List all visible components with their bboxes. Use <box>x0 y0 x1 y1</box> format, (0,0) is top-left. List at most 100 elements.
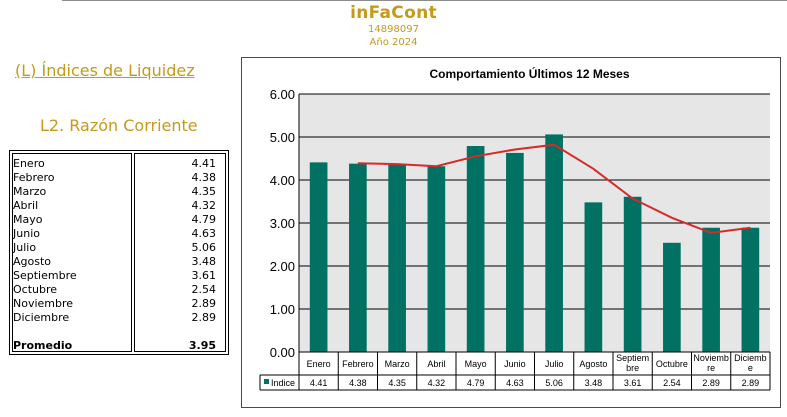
value-cell: 4.41 <box>191 157 217 170</box>
value-cell: 2.54 <box>191 283 217 296</box>
month-cell: Febrero <box>13 171 55 184</box>
y-tick-label: 3.00 <box>270 216 295 231</box>
top-divider <box>62 0 787 1</box>
x-tick-label: Octubre <box>656 359 688 369</box>
y-tick-label: 1.00 <box>270 302 295 317</box>
table-row: Junio 4.63 <box>10 227 228 241</box>
trendline <box>357 143 751 234</box>
data-value-label: 2.89 <box>742 378 760 388</box>
average-value: 3.95 <box>188 339 216 352</box>
value-cell: 4.32 <box>191 199 217 212</box>
report-year: Año 2024 <box>369 37 418 48</box>
legend-label: Indice <box>271 378 295 388</box>
bar <box>388 164 406 352</box>
value-cell: 2.89 <box>191 297 217 310</box>
table-row: Septiembre 3.61 <box>10 269 228 283</box>
bar <box>741 227 760 352</box>
month-cell: Agosto <box>13 255 52 268</box>
x-tick-label: Diciemb <box>734 353 767 363</box>
month-cell: Diciembre <box>13 311 70 324</box>
company-id: 14898097 <box>368 24 419 35</box>
value-cell: 5.06 <box>191 241 217 254</box>
x-tick-label: Agosto <box>579 359 607 369</box>
month-column <box>12 153 132 352</box>
bar <box>545 134 563 352</box>
bar <box>663 242 681 352</box>
x-tick-label: re <box>707 363 715 373</box>
data-value-label: 4.38 <box>349 378 367 388</box>
value-cell: 4.38 <box>191 171 217 184</box>
data-value-label: 4.41 <box>310 378 328 388</box>
table-row: Diciembre 2.89 <box>10 311 228 325</box>
month-cell: Enero <box>13 157 45 170</box>
bar <box>623 196 642 352</box>
table-row: Mayo 4.79 <box>10 213 228 227</box>
indicator-title: L2. Razón Corriente <box>40 116 198 135</box>
table-row: Noviembre 2.89 <box>10 297 228 311</box>
table-row: Marzo 4.35 <box>10 185 228 199</box>
bar <box>702 227 720 352</box>
bar <box>584 202 603 352</box>
data-value-label: 5.06 <box>545 378 563 388</box>
bar <box>466 146 485 352</box>
x-tick-label: Julio <box>545 359 564 369</box>
x-tick-label: Abril <box>427 359 445 369</box>
x-tick-label: Septiem <box>616 353 649 363</box>
table-row: Octubre 2.54 <box>10 283 228 297</box>
y-tick-label: 4.00 <box>270 173 295 188</box>
bar <box>309 162 328 352</box>
value-cell: 3.61 <box>191 269 217 282</box>
legend-swatch <box>264 379 269 384</box>
month-cell: Octubre <box>13 283 58 296</box>
data-value-label: 4.79 <box>467 378 485 388</box>
bar <box>427 166 446 352</box>
data-value-label: 2.54 <box>663 378 681 388</box>
data-value-label: 4.32 <box>428 378 446 388</box>
bar <box>506 152 524 352</box>
data-value-label: 4.63 <box>506 378 524 388</box>
table-row: Febrero 4.38 <box>10 171 228 185</box>
bar <box>349 163 367 352</box>
average-label: Promedio <box>13 339 73 352</box>
y-tick-label: 0.00 <box>270 345 295 360</box>
table-row: Abril 4.32 <box>10 199 228 213</box>
x-tick-label: Marzo <box>385 359 410 369</box>
value-cell: 3.48 <box>191 255 217 268</box>
month-cell: Noviembre <box>13 297 74 310</box>
brand-title: inFaCont <box>350 3 437 23</box>
value-cell: 4.35 <box>191 185 217 198</box>
value-cell: 4.79 <box>191 213 217 226</box>
x-tick-label: Junio <box>504 359 526 369</box>
chart-title: Comportamiento Últimos 12 Meses <box>429 66 629 81</box>
chart-svg: Comportamiento Últimos 12 Meses 0.00 1.00 2… <box>259 66 771 391</box>
x-tick-label: e <box>748 363 753 373</box>
value-cell: 4.63 <box>191 227 217 240</box>
data-value-label: 4.35 <box>388 378 406 388</box>
month-cell: Mayo <box>13 213 43 226</box>
data-value-label: 3.48 <box>585 378 603 388</box>
values-table: Enero 4.41 Febrero 4.38 Marzo 4.35 Abril 4.32 Ma… <box>9 150 229 355</box>
month-cell: Septiembre <box>13 269 77 282</box>
x-tick-label: Mayo <box>465 359 487 369</box>
table-row: Julio 5.06 <box>10 241 228 255</box>
x-tick-label: Noviemb <box>693 353 729 363</box>
y-tick-label: 5.00 <box>270 130 295 145</box>
month-cell: Abril <box>13 199 39 212</box>
table-row: Enero 4.41 <box>10 157 228 171</box>
month-cell: Julio <box>13 241 37 254</box>
chart-container: Comportamiento Últimos 12 Meses 0.00 1.00 2… <box>241 57 781 408</box>
month-cell: Marzo <box>13 185 47 198</box>
month-cell: Junio <box>13 227 40 240</box>
x-tick-label: Enero <box>307 359 331 369</box>
section-title-link[interactable]: (L) Índices de Liquidez <box>15 61 195 80</box>
x-tick-label: Febrero <box>342 359 374 369</box>
x-tick-label: bre <box>626 363 639 373</box>
data-value-label: 2.89 <box>702 378 720 388</box>
table-row: Agosto 3.48 <box>10 255 228 269</box>
y-tick-label: 6.00 <box>270 87 295 102</box>
average-row: Promedio 3.95 <box>10 339 228 353</box>
value-column <box>134 153 226 352</box>
y-tick-label: 2.00 <box>270 259 295 274</box>
value-cell: 2.89 <box>191 311 217 324</box>
data-value-label: 3.61 <box>624 378 642 388</box>
